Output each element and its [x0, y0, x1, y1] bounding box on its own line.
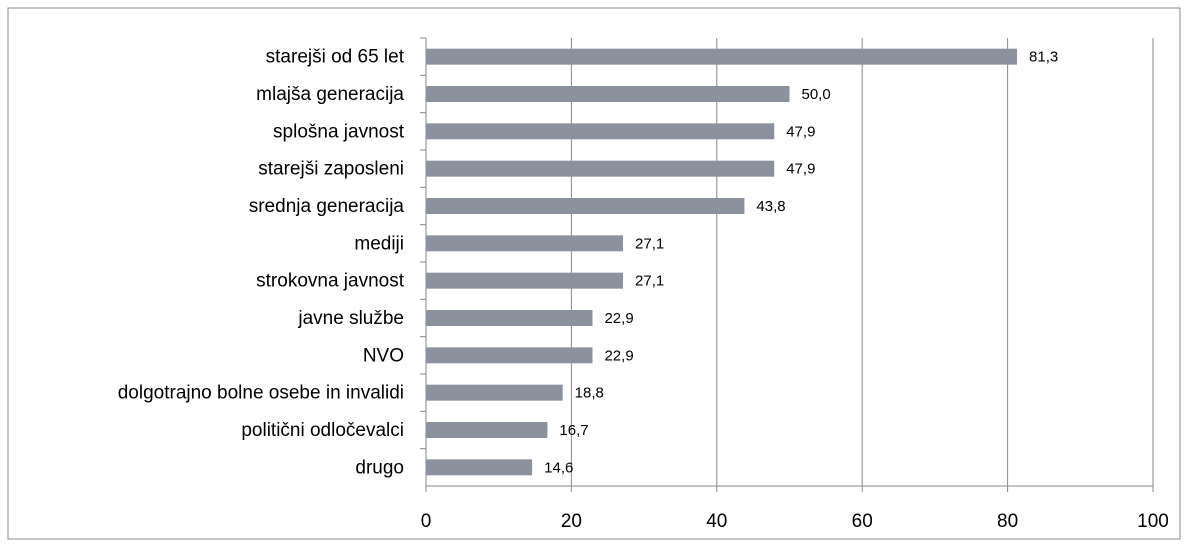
x-tick-label: 80 [997, 511, 1018, 532]
y-tick-label: starejši od 65 let [266, 47, 405, 68]
value-label: 18,8 [575, 385, 604, 402]
bar [426, 160, 775, 177]
y-tick-label: starejši zaposleni [258, 159, 404, 180]
value-label: 43,8 [756, 198, 785, 215]
value-label: 22,9 [604, 310, 633, 327]
bar [426, 459, 533, 476]
bar [426, 198, 745, 214]
y-tick-label: mediji [354, 233, 404, 254]
x-tick-label: 0 [421, 511, 432, 532]
value-label: 14,6 [544, 459, 573, 476]
x-tick-label: 100 [1137, 511, 1169, 532]
value-label: 47,9 [786, 161, 815, 178]
y-tick-label: politični odločevalci [241, 420, 404, 441]
bar [426, 86, 790, 102]
bar [426, 347, 593, 364]
value-label: 16,7 [559, 422, 588, 439]
y-tick-label: strokovna javnost [256, 271, 405, 292]
x-tick-label: 60 [852, 511, 873, 532]
value-label: 50,0 [802, 86, 831, 103]
bar [426, 48, 1018, 65]
bar [426, 384, 563, 401]
y-tick-label: drugo [355, 457, 404, 478]
x-tick-label: 20 [561, 511, 582, 532]
bar [426, 310, 593, 326]
y-tick-label: mlajša generacija [256, 84, 404, 105]
y-tick-label: NVO [363, 345, 404, 366]
y-tick-label: javne službe [297, 308, 404, 329]
x-tick-label: 40 [706, 511, 727, 532]
bar [426, 422, 548, 438]
value-label: 47,9 [786, 123, 815, 140]
y-tick-label: srednja generacija [249, 196, 405, 217]
y-tick-label: dolgotrajno bolne osebe in invalidi [118, 383, 404, 404]
bar [426, 272, 624, 289]
bar [426, 123, 775, 140]
value-label: 22,9 [604, 347, 633, 364]
value-label: 27,1 [635, 273, 664, 290]
value-label: 81,3 [1029, 49, 1058, 66]
bar [426, 235, 624, 252]
value-label: 27,1 [635, 235, 664, 252]
y-tick-label: splošna javnost [273, 121, 405, 142]
